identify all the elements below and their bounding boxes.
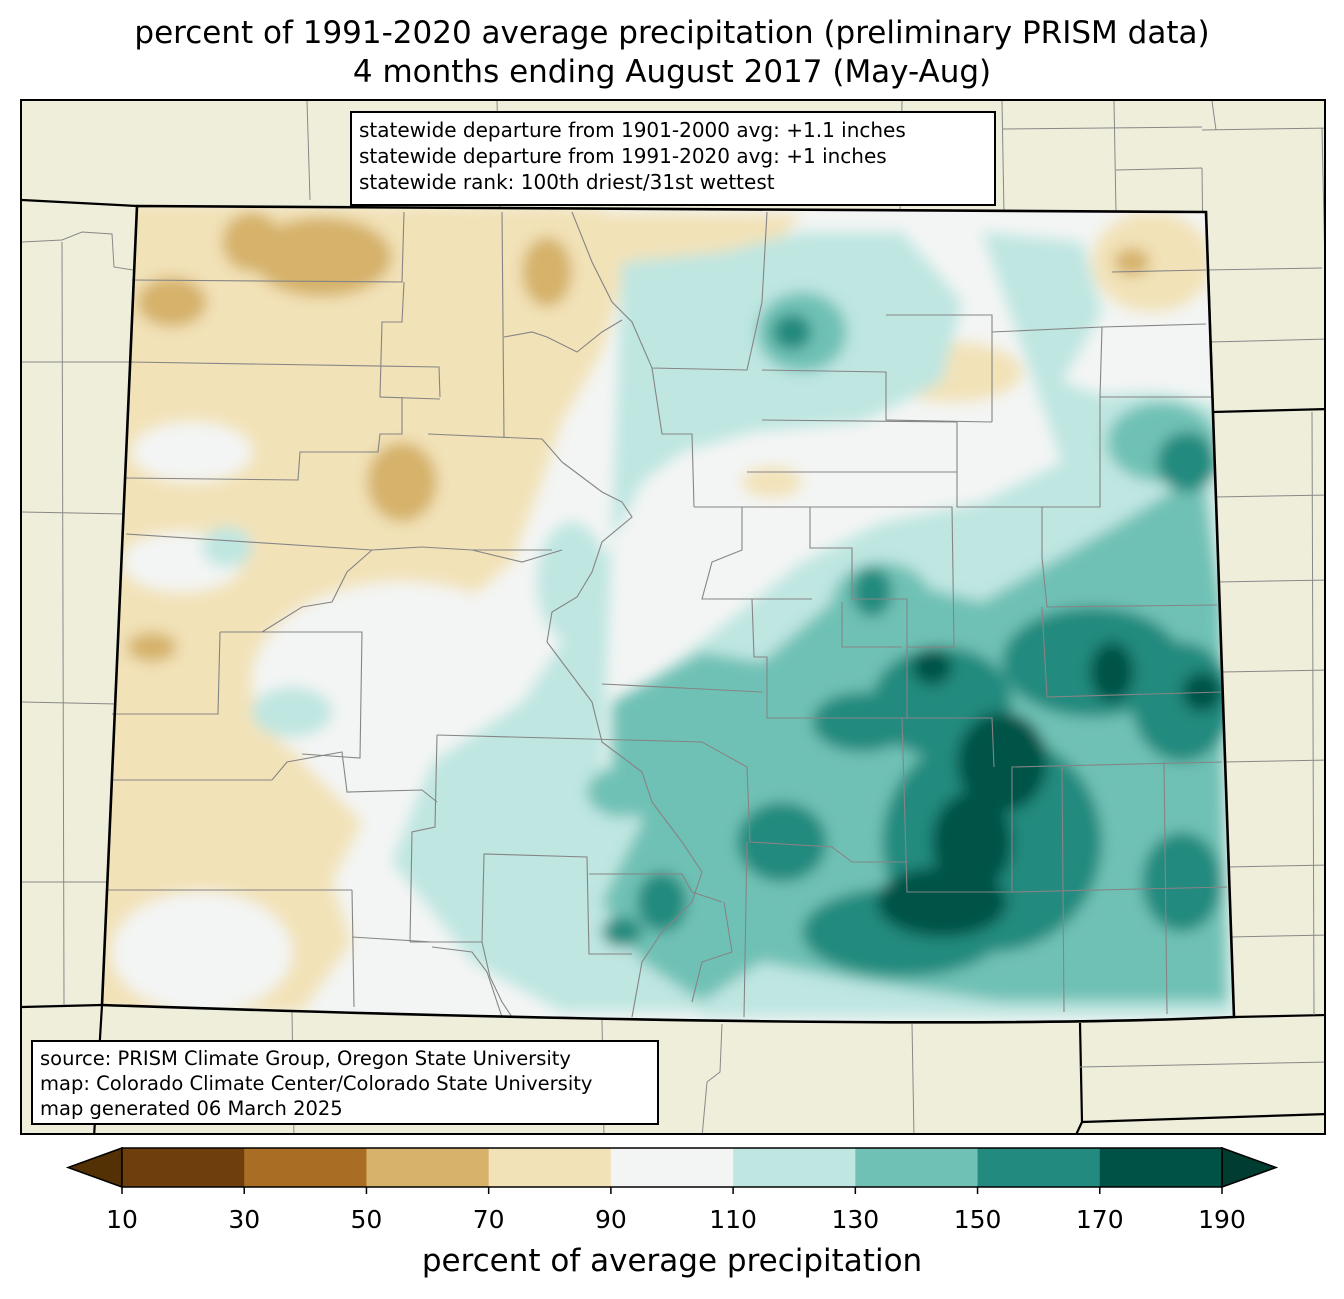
colorbar-segment: [488, 1148, 612, 1187]
colorbar-tick-label: 30: [228, 1205, 261, 1234]
colorbar-tick-label: 10: [106, 1205, 138, 1234]
stats-line-1: statewide departure from 1901-2000 avg: …: [359, 118, 906, 142]
map-title-line1: percent of 1991-2020 average precipitati…: [134, 15, 1210, 51]
stats-line-3: statewide rank: 100th driest/31st wettes…: [359, 170, 775, 194]
stats-line-2: statewide departure from 1991-2020 avg: …: [359, 144, 887, 168]
colorbar-under-arrow: [65, 1146, 123, 1189]
statewide-stats-box: statewide departure from 1901-2000 avg: …: [350, 111, 996, 206]
colorbar-tick-label: 70: [472, 1205, 505, 1234]
colorbar-segment: [244, 1148, 367, 1187]
colorbar-tick-label: 190: [1198, 1205, 1246, 1234]
precipitation-field: [102, 206, 1234, 1023]
colorbar-frame: [121, 1147, 1223, 1188]
colorbar-segment: [733, 1148, 856, 1187]
colorbar-tick-label: 90: [594, 1205, 627, 1234]
colorbar-tick-label: 130: [831, 1205, 880, 1234]
map-canvas: [22, 101, 1324, 1133]
county-lines: [106, 211, 1228, 1018]
colorbar-segment: [1099, 1148, 1223, 1187]
colorbar-over-arrow: [1221, 1146, 1279, 1189]
colorbar-tick-label: 150: [953, 1205, 1002, 1234]
colorbar-tick-label: 170: [1075, 1205, 1124, 1234]
colorbar-segment: [122, 1148, 245, 1187]
colorbar-tick-label: 110: [709, 1205, 757, 1234]
colorbar-segment: [855, 1148, 979, 1187]
source-line-3: map generated 06 March 2025: [40, 1097, 343, 1120]
source-box: source: PRISM Climate Group, Oregon Stat…: [31, 1040, 659, 1125]
precipitation-map: [20, 99, 1326, 1135]
colorbar: [65, 1146, 1279, 1194]
source-line-1: source: PRISM Climate Group, Oregon Stat…: [40, 1047, 571, 1070]
source-line-2: map: Colorado Climate Center/Colorado St…: [40, 1072, 593, 1095]
colorbar-segment: [977, 1148, 1101, 1187]
colorbar-label: percent of average precipitation: [421, 1243, 923, 1279]
colorbar-segment: [366, 1148, 490, 1187]
state-outline: [100, 204, 1236, 1024]
colorbar-tick-label: 50: [350, 1205, 383, 1234]
colorbar-segment: [610, 1148, 734, 1187]
map-title-line2: 4 months ending August 2017 (May-Aug): [352, 54, 992, 90]
